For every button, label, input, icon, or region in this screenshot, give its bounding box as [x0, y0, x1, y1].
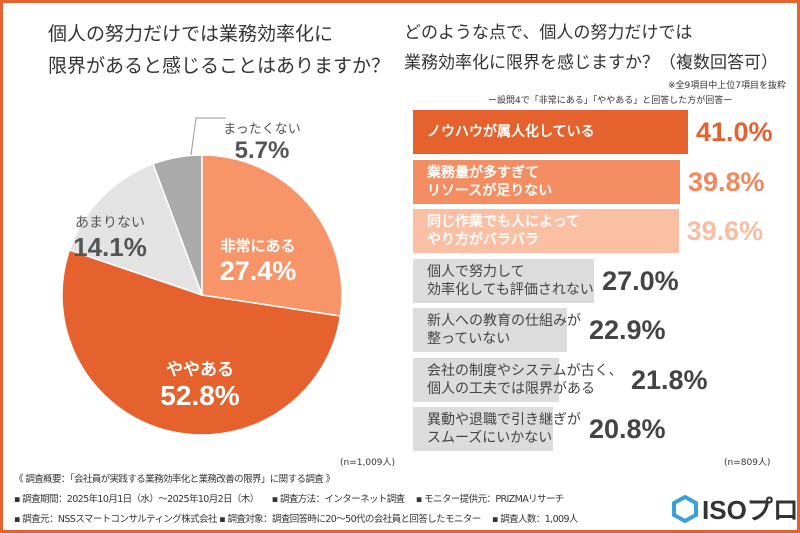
left-title-line: 限界があると感じることはありますか？ — [48, 55, 391, 77]
bar-label-group: 新人への教育の仕組みが 整っていない — [427, 312, 581, 348]
bar-label-group: 同じ作業でも人によって やり方がバラバラ — [427, 213, 580, 249]
bar-value: 22.9% — [589, 315, 666, 345]
note-excerpt: ※全9項目中上位7項目を抜粋 — [668, 81, 786, 91]
pie-label-value: 52.8% — [160, 380, 240, 411]
bar-label: 同じ作業でも人によって — [427, 214, 580, 230]
bar-label: スムーズにいかない — [427, 430, 553, 446]
pie-label-name: ややある — [166, 360, 234, 379]
left-title: 個人の努力だけでは業務効率化に限界があると感じることはありますか？ — [48, 18, 390, 82]
pie-label-name: 非常にある — [220, 238, 296, 255]
bar: 異動や退職で引き継ぎが スムーズにいかない — [413, 407, 581, 451]
bar-label-group: 業務量が多すぎて リソースが足りない — [427, 164, 552, 200]
hexagon-icon — [672, 494, 698, 523]
note-respondents: ー設問4で「非常にある」「ややある」と回答した方が回答ー — [488, 96, 733, 106]
pie-label: ややある 52.8% — [140, 355, 260, 412]
bar-label: 個人の工夫では限界がある — [427, 380, 595, 397]
bar: 会社の制度やシステムが古く、 個人の工夫では限界がある — [413, 357, 623, 402]
bar: 業務量が多すぎて リソースが足りない — [413, 159, 680, 204]
bar-label: リソースが足りない — [427, 182, 553, 199]
bar-value: 27.0% — [602, 265, 679, 296]
pie-label: まったくない 5.7% — [202, 118, 322, 165]
left-n: (n=1,009人) — [340, 458, 396, 468]
pie-label: あまりない 14.1% — [50, 212, 170, 263]
bar-value: 41.0% — [696, 117, 773, 147]
bar: 個人で努力して 効率化しても評価されない — [413, 258, 595, 303]
left-title-line: 個人の努力だけでは業務効率化に — [48, 23, 334, 45]
pie-label-value: 27.4% — [219, 256, 297, 286]
bar: ノウハウが属人化している — [413, 110, 688, 154]
right-title-line: 業務効率化に限界を感じますか？（複数回答可） — [404, 53, 778, 73]
pie-label-value: 5.7% — [234, 137, 290, 164]
bar-label: やり方がバラバラ — [427, 232, 539, 248]
bar-label-group: 異動や退職で引き継ぎが スムーズにいかない — [427, 411, 581, 447]
bar-label: ノウハウが属人化している — [427, 124, 595, 140]
pie-slice — [61, 249, 342, 436]
pie-slice — [201, 154, 343, 317]
pie-slice — [68, 162, 204, 297]
footer-source: ▪ 調査元：NSSスマートコンサルティング株式会社 ▪ 調査対象：調査回答時に2… — [14, 514, 578, 525]
bar-label: 整っていない — [427, 331, 511, 347]
bar: 新人への教育の仕組みが 整っていない — [413, 308, 581, 352]
bar-label-group: 会社の制度やシステムが古く、 個人の工夫では限界がある — [427, 362, 623, 398]
right-title-line: どのような点で、個人の努力だけでは — [404, 23, 693, 43]
bar-value: 20.8% — [589, 414, 666, 444]
bar-label: 異動や退職で引き継ぎが — [427, 412, 581, 428]
isopro-logo: ISOプロ — [672, 490, 799, 527]
bar-label-group: ノウハウが属人化している — [427, 123, 595, 141]
pie-label-name: まったくない — [223, 121, 301, 136]
bar-label: 新人への教育の仕組みが — [427, 313, 581, 329]
bar-label: 会社の制度やシステムが古く、 — [427, 362, 623, 379]
footer-period: ▪ 調査期間：2025年10月1日（水）～2025年10月2日（木） ▪ 調査方… — [14, 494, 564, 505]
bar-value: 39.8% — [687, 166, 765, 197]
right-n: (n=809人) — [724, 458, 771, 468]
leader-line — [190, 117, 226, 156]
bar-label: 個人で努力して — [427, 263, 525, 280]
right-title: どのような点で、個人の努力だけでは業務効率化に限界を感じますか？（複数回答可） — [404, 18, 778, 78]
pie-label: 非常にある 27.4% — [198, 235, 318, 287]
pie-label-name: あまりない — [75, 214, 145, 230]
bar-label: 効率化しても評価されない — [427, 281, 594, 298]
logo-text: ISOプロ — [702, 495, 799, 525]
bar-label-group: 個人で努力して 効率化しても評価されない — [427, 263, 594, 299]
footer-summary: 《 調査概要：「会社員が実践する業務効率化と業務改善の限界」に関する調査 》 — [14, 474, 335, 485]
bar-value: 21.8% — [631, 364, 708, 395]
bar-value: 39.6% — [686, 216, 764, 246]
bar: 同じ作業でも人によって やり方がバラバラ — [413, 209, 679, 253]
pie-label-value: 14.1% — [73, 232, 147, 262]
bar-label: 業務量が多すぎて — [427, 164, 539, 181]
